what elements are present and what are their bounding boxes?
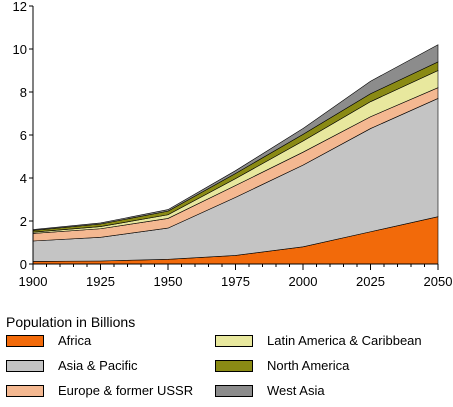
- legend-swatch: [6, 384, 44, 397]
- legend-label: Africa: [58, 333, 92, 348]
- y-tick-label: 10: [13, 42, 27, 57]
- y-tick-label: 4: [20, 171, 27, 186]
- legend-item-europe-former-ussr: Europe & former USSR: [6, 383, 193, 398]
- legend-swatch: [6, 334, 44, 347]
- legend-title: Population in Billions: [6, 314, 136, 330]
- legend-item-africa: Africa: [6, 333, 91, 348]
- chart-plot: 0 2 4 6 8 10 12 1900 1925 1950 1975 2000 2025 2050: [13, 0, 453, 289]
- legend-label: Asia & Pacific: [58, 358, 138, 373]
- y-tick-label: 6: [20, 128, 27, 143]
- legend-swatch: [6, 359, 44, 372]
- x-tick-label: 1900: [19, 274, 48, 289]
- y-tick-label: 0: [20, 257, 27, 272]
- legend-label: West Asia: [267, 383, 325, 398]
- y-tick-label: 12: [13, 0, 27, 14]
- legend-item-west-asia: West Asia: [215, 383, 325, 398]
- legend-label: North America: [267, 358, 350, 373]
- legend-swatch: [215, 334, 253, 347]
- legend-item-latin-america-caribbean: Latin America & Caribbean: [215, 333, 422, 348]
- y-tick-label: 8: [20, 85, 27, 100]
- legend-swatch: [215, 359, 253, 372]
- legend-label: Latin America & Caribbean: [267, 333, 422, 348]
- legend-item-asia-pacific: Asia & Pacific: [6, 358, 137, 373]
- x-tick-label: 1925: [86, 274, 115, 289]
- y-tick-label: 2: [20, 214, 27, 229]
- legend-label: Europe & former USSR: [58, 383, 194, 398]
- x-tick-label: 2000: [289, 274, 318, 289]
- legend-swatch: [215, 384, 253, 397]
- x-tick-label: 1975: [221, 274, 250, 289]
- legend-item-north-america: North America: [215, 358, 349, 373]
- x-tick-label: 2050: [424, 274, 453, 289]
- x-tick-label: 2025: [356, 274, 385, 289]
- x-tick-label: 1950: [154, 274, 183, 289]
- area-west-asia: [32, 44, 439, 231]
